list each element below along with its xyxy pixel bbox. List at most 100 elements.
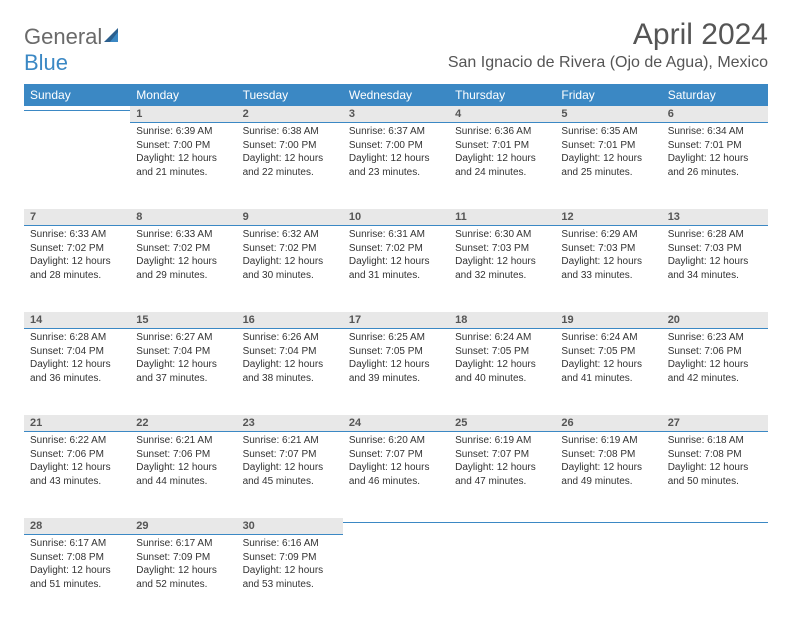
- sunset-text: Sunset: 7:09 PM: [136, 551, 230, 565]
- sunrise-text: Sunrise: 6:29 AM: [561, 228, 655, 242]
- daynum-cell: 10: [343, 209, 449, 226]
- sunrise-text: Sunrise: 6:28 AM: [30, 331, 124, 345]
- sunset-text: Sunset: 7:03 PM: [668, 242, 762, 256]
- daynum-cell: 9: [237, 209, 343, 226]
- sunset-text: Sunset: 7:05 PM: [561, 345, 655, 359]
- sunset-text: Sunset: 7:03 PM: [561, 242, 655, 256]
- sunset-text: Sunset: 7:01 PM: [668, 139, 762, 153]
- daynum-cell: 28: [24, 518, 130, 535]
- day-number: 23: [237, 415, 343, 432]
- day-number: 7: [24, 209, 130, 226]
- daynum-cell: 21: [24, 415, 130, 432]
- daylight-text: Daylight: 12 hours: [561, 358, 655, 372]
- day-number: 16: [237, 312, 343, 329]
- sunrise-text: Sunrise: 6:38 AM: [243, 125, 337, 139]
- daylight-text: and 34 minutes.: [668, 269, 762, 283]
- content-row: Sunrise: 6:28 AMSunset: 7:04 PMDaylight:…: [24, 329, 768, 415]
- daynum-cell: 6: [662, 106, 768, 123]
- day-content: Sunrise: 6:22 AMSunset: 7:06 PMDaylight:…: [24, 432, 130, 492]
- day-content: Sunrise: 6:21 AMSunset: 7:07 PMDaylight:…: [237, 432, 343, 492]
- day-number: 21: [24, 415, 130, 432]
- day-cell: Sunrise: 6:17 AMSunset: 7:09 PMDaylight:…: [130, 535, 236, 621]
- sunrise-text: Sunrise: 6:20 AM: [349, 434, 443, 448]
- daylight-text: Daylight: 12 hours: [243, 564, 337, 578]
- sunset-text: Sunset: 7:05 PM: [349, 345, 443, 359]
- day-number: 11: [449, 209, 555, 226]
- day-number: 26: [555, 415, 661, 432]
- day-cell: Sunrise: 6:37 AMSunset: 7:00 PMDaylight:…: [343, 123, 449, 209]
- daylight-text: Daylight: 12 hours: [668, 358, 762, 372]
- sunset-text: Sunset: 7:08 PM: [561, 448, 655, 462]
- sunrise-text: Sunrise: 6:28 AM: [668, 228, 762, 242]
- day-content: Sunrise: 6:37 AMSunset: 7:00 PMDaylight:…: [343, 123, 449, 183]
- sunrise-text: Sunrise: 6:17 AM: [136, 537, 230, 551]
- daynum-cell: 26: [555, 415, 661, 432]
- daylight-text: Daylight: 12 hours: [136, 564, 230, 578]
- daylight-text: and 31 minutes.: [349, 269, 443, 283]
- header: GeneralBlue April 2024 San Ignacio de Ri…: [24, 18, 768, 76]
- daylight-text: and 36 minutes.: [30, 372, 124, 386]
- day-number: 12: [555, 209, 661, 226]
- day-cell: [662, 535, 768, 621]
- sunset-text: Sunset: 7:08 PM: [668, 448, 762, 462]
- day-cell: Sunrise: 6:25 AMSunset: 7:05 PMDaylight:…: [343, 329, 449, 415]
- day-content: Sunrise: 6:34 AMSunset: 7:01 PMDaylight:…: [662, 123, 768, 183]
- day-cell: Sunrise: 6:19 AMSunset: 7:08 PMDaylight:…: [555, 432, 661, 518]
- day-cell: [555, 535, 661, 621]
- day-number: 13: [662, 209, 768, 226]
- sunset-text: Sunset: 7:06 PM: [136, 448, 230, 462]
- daylight-text: and 26 minutes.: [668, 166, 762, 180]
- daylight-text: Daylight: 12 hours: [349, 152, 443, 166]
- sunrise-text: Sunrise: 6:16 AM: [243, 537, 337, 551]
- day-content: Sunrise: 6:28 AMSunset: 7:04 PMDaylight:…: [24, 329, 130, 389]
- daylight-text: and 37 minutes.: [136, 372, 230, 386]
- daylight-text: and 23 minutes.: [349, 166, 443, 180]
- daylight-text: Daylight: 12 hours: [136, 152, 230, 166]
- daynum-cell: [343, 518, 449, 535]
- sunrise-text: Sunrise: 6:21 AM: [243, 434, 337, 448]
- day-number: 25: [449, 415, 555, 432]
- day-content: Sunrise: 6:38 AMSunset: 7:00 PMDaylight:…: [237, 123, 343, 183]
- day-content: Sunrise: 6:29 AMSunset: 7:03 PMDaylight:…: [555, 226, 661, 286]
- daylight-text: Daylight: 12 hours: [349, 255, 443, 269]
- daylight-text: Daylight: 12 hours: [136, 255, 230, 269]
- day-content: Sunrise: 6:31 AMSunset: 7:02 PMDaylight:…: [343, 226, 449, 286]
- sunset-text: Sunset: 7:03 PM: [455, 242, 549, 256]
- daylight-text: and 42 minutes.: [668, 372, 762, 386]
- daynum-cell: 5: [555, 106, 661, 123]
- day-number: 18: [449, 312, 555, 329]
- sunrise-text: Sunrise: 6:27 AM: [136, 331, 230, 345]
- daylight-text: and 45 minutes.: [243, 475, 337, 489]
- day-number: 30: [237, 518, 343, 535]
- day-number: [343, 518, 449, 523]
- daynum-cell: 13: [662, 209, 768, 226]
- sunset-text: Sunset: 7:04 PM: [243, 345, 337, 359]
- day-cell: Sunrise: 6:24 AMSunset: 7:05 PMDaylight:…: [449, 329, 555, 415]
- sunrise-text: Sunrise: 6:33 AM: [30, 228, 124, 242]
- daynum-cell: 18: [449, 312, 555, 329]
- daylight-text: Daylight: 12 hours: [243, 358, 337, 372]
- daynum-cell: 15: [130, 312, 236, 329]
- daynum-cell: 22: [130, 415, 236, 432]
- day-content: Sunrise: 6:24 AMSunset: 7:05 PMDaylight:…: [555, 329, 661, 389]
- day-number: 5: [555, 106, 661, 123]
- daylight-text: and 28 minutes.: [30, 269, 124, 283]
- sunrise-text: Sunrise: 6:21 AM: [136, 434, 230, 448]
- daylight-text: and 50 minutes.: [668, 475, 762, 489]
- day-cell: Sunrise: 6:35 AMSunset: 7:01 PMDaylight:…: [555, 123, 661, 209]
- daylight-text: Daylight: 12 hours: [30, 358, 124, 372]
- calendar-body: 123456Sunrise: 6:39 AMSunset: 7:00 PMDay…: [24, 106, 768, 621]
- daylight-text: Daylight: 12 hours: [455, 255, 549, 269]
- day-cell: Sunrise: 6:33 AMSunset: 7:02 PMDaylight:…: [130, 226, 236, 312]
- sunset-text: Sunset: 7:00 PM: [349, 139, 443, 153]
- daynum-cell: 17: [343, 312, 449, 329]
- day-content: Sunrise: 6:25 AMSunset: 7:05 PMDaylight:…: [343, 329, 449, 389]
- daynum-cell: 14: [24, 312, 130, 329]
- daynum-row: 123456: [24, 106, 768, 123]
- day-number: 22: [130, 415, 236, 432]
- daynum-cell: 29: [130, 518, 236, 535]
- sunset-text: Sunset: 7:09 PM: [243, 551, 337, 565]
- day-cell: Sunrise: 6:32 AMSunset: 7:02 PMDaylight:…: [237, 226, 343, 312]
- sunrise-text: Sunrise: 6:24 AM: [455, 331, 549, 345]
- calendar-table: SundayMondayTuesdayWednesdayThursdayFrid…: [24, 84, 768, 621]
